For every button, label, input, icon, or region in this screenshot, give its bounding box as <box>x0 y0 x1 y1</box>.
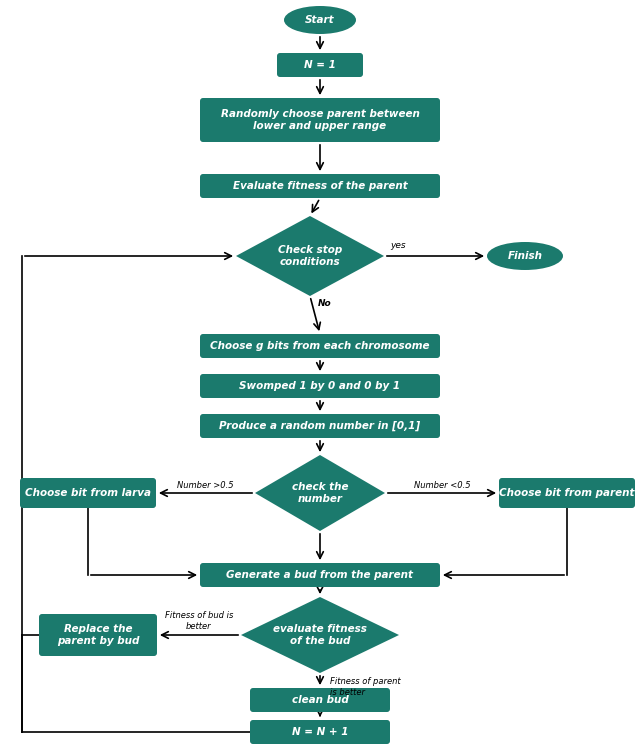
FancyBboxPatch shape <box>250 720 390 744</box>
Text: Choose bit from larva: Choose bit from larva <box>25 488 151 498</box>
Text: Evaluate fitness of the parent: Evaluate fitness of the parent <box>232 181 408 191</box>
FancyBboxPatch shape <box>39 614 157 656</box>
FancyBboxPatch shape <box>200 174 440 198</box>
Text: Choose bit from parent: Choose bit from parent <box>499 488 635 498</box>
Text: Choose g bits from each chromosome: Choose g bits from each chromosome <box>211 341 429 351</box>
Text: N = 1: N = 1 <box>304 60 336 70</box>
Polygon shape <box>255 455 385 531</box>
Text: Fitness of parent
is better: Fitness of parent is better <box>330 677 401 697</box>
Text: Randomly choose parent between
lower and upper range: Randomly choose parent between lower and… <box>221 109 419 131</box>
Text: Start: Start <box>305 15 335 25</box>
FancyBboxPatch shape <box>499 478 635 508</box>
FancyBboxPatch shape <box>200 374 440 398</box>
FancyBboxPatch shape <box>20 478 156 508</box>
Text: evaluate fitness
of the bud: evaluate fitness of the bud <box>273 624 367 646</box>
Text: N = N + 1: N = N + 1 <box>292 727 348 737</box>
Text: Check stop
conditions: Check stop conditions <box>278 245 342 267</box>
FancyBboxPatch shape <box>250 688 390 712</box>
Text: No: No <box>318 299 332 308</box>
FancyBboxPatch shape <box>200 334 440 358</box>
FancyBboxPatch shape <box>200 98 440 142</box>
Text: Swomped 1 by 0 and 0 by 1: Swomped 1 by 0 and 0 by 1 <box>239 381 401 391</box>
Text: Finish: Finish <box>508 251 543 261</box>
Ellipse shape <box>487 242 563 270</box>
Text: check the
number: check the number <box>292 482 348 503</box>
Text: Number >0.5: Number >0.5 <box>177 481 234 489</box>
Text: Generate a bud from the parent: Generate a bud from the parent <box>227 570 413 580</box>
FancyBboxPatch shape <box>277 53 363 77</box>
FancyBboxPatch shape <box>200 563 440 587</box>
FancyBboxPatch shape <box>200 414 440 438</box>
Polygon shape <box>236 216 384 296</box>
Text: Produce a random number in [0,1]: Produce a random number in [0,1] <box>220 421 420 431</box>
Polygon shape <box>241 597 399 673</box>
Ellipse shape <box>284 6 356 34</box>
Text: Fitness of bud is
better: Fitness of bud is better <box>165 612 233 631</box>
Text: Replace the
parent by bud: Replace the parent by bud <box>57 624 139 646</box>
Text: yes: yes <box>390 241 406 250</box>
Text: Number <0.5: Number <0.5 <box>413 481 470 489</box>
Text: clean bud: clean bud <box>292 695 348 705</box>
